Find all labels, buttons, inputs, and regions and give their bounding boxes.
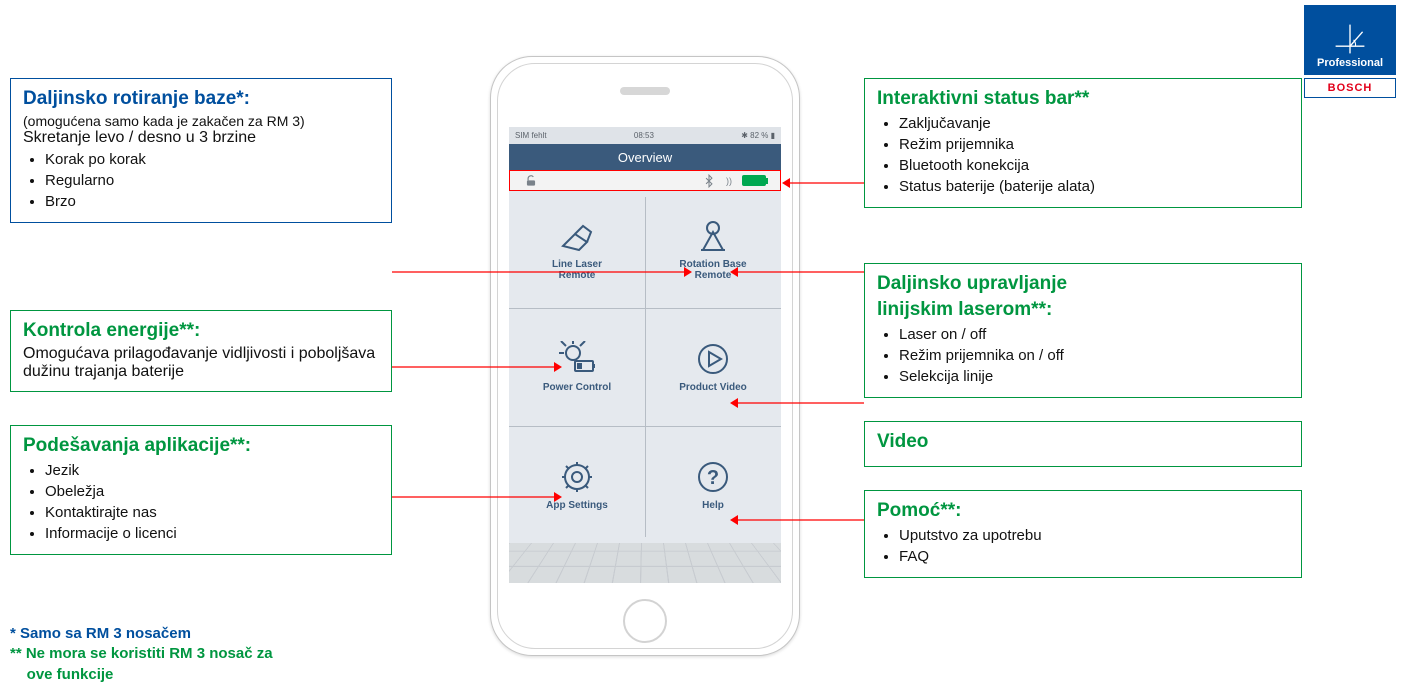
callout-rotation: Daljinsko rotiranje baze*: (omogućena sa…	[10, 78, 392, 223]
tile-app-settings[interactable]: App Settings	[509, 426, 645, 543]
rotation-base-icon	[693, 218, 733, 254]
svg-text:?: ?	[707, 467, 719, 489]
callout-remote-title1: Daljinsko upravljanje	[877, 272, 1289, 296]
status-right: ✱ 82 % ▮	[741, 131, 775, 140]
floor-pattern	[509, 543, 781, 583]
list-item: Informacije o licenci	[45, 523, 379, 544]
footnote-green-2: ove funkcije	[10, 665, 273, 685]
callout-settings: Podešavanja aplikacije**: Jezik Obeležja…	[10, 425, 392, 555]
app-toolbar[interactable]: ))	[509, 170, 781, 191]
angle-icon	[1332, 21, 1368, 57]
tile-label: Help	[702, 500, 724, 512]
app-grid: Line LaserRemote Rotation BaseRemote	[509, 191, 781, 543]
phone-speaker	[620, 87, 670, 95]
list-item: Jezik	[45, 460, 379, 481]
tile-power-control[interactable]: Power Control	[509, 308, 645, 425]
line-laser-icon	[557, 218, 597, 254]
callout-remote: Daljinsko upravljanje linijskim laserom*…	[864, 263, 1302, 398]
callout-energy: Kontrola energije**: Omogućava prilagođa…	[10, 310, 392, 392]
callout-video-title: Video	[877, 430, 1289, 454]
app-header: Overview	[509, 144, 781, 170]
list-item: Bluetooth konekcija	[899, 155, 1289, 176]
status-time: 08:53	[634, 131, 654, 140]
battery-icon[interactable]	[742, 175, 766, 186]
tile-rotation-base-remote[interactable]: Rotation BaseRemote	[645, 191, 781, 308]
app-header-title: Overview	[618, 150, 672, 165]
footnotes: * Samo sa RM 3 nosačem ** Ne mora se kor…	[10, 624, 273, 685]
bluetooth-icon[interactable]	[702, 174, 716, 188]
power-control-icon	[557, 341, 597, 377]
brand-logo: Professional BOSCH	[1304, 5, 1396, 98]
callout-statusbar: Interaktivni status bar** Zaključavanje …	[864, 78, 1302, 208]
status-left: SIM fehlt	[515, 131, 547, 140]
help-icon: ?	[693, 459, 733, 495]
callout-rotation-subnote: (omogućena samo kada je zakačen za RM 3)	[23, 113, 379, 129]
callout-video: Video	[864, 421, 1302, 467]
list-item: Zaključavanje	[899, 113, 1289, 134]
callout-energy-title: Kontrola energije**:	[23, 319, 379, 343]
tile-help[interactable]: ? Help	[645, 426, 781, 543]
logo-top-label: Professional	[1317, 57, 1383, 69]
callout-settings-title: Podešavanja aplikacije**:	[23, 434, 379, 458]
list-item: Selekcija linije	[899, 366, 1289, 387]
play-icon	[693, 341, 733, 377]
phone-screen: SIM fehlt 08:53 ✱ 82 % ▮ Overview ))	[509, 127, 781, 583]
list-item: Režim prijemnika	[899, 134, 1289, 155]
gear-icon	[557, 459, 597, 495]
callout-remote-title2: linijskim laserom**:	[877, 298, 1289, 322]
list-item: Status baterije (baterije alata)	[899, 176, 1289, 197]
tile-line-laser-remote[interactable]: Line LaserRemote	[509, 191, 645, 308]
list-item: Korak po korak	[45, 149, 379, 170]
list-item: Uputstvo za upotrebu	[899, 525, 1289, 546]
tile-label: Power Control	[543, 382, 611, 394]
list-item: Regularno	[45, 170, 379, 191]
tile-label: Line LaserRemote	[552, 259, 602, 282]
list-item: Kontaktirajte nas	[45, 502, 379, 523]
list-item: Obeležja	[45, 481, 379, 502]
footnote-green-1: ** Ne mora se koristiti RM 3 nosač za	[10, 644, 273, 664]
list-item: Režim prijemnika on / off	[899, 345, 1289, 366]
tile-product-video[interactable]: Product Video	[645, 308, 781, 425]
callout-energy-body: Omogućava prilagođavanje vidljivosti i p…	[23, 345, 379, 381]
callout-statusbar-title: Interaktivni status bar**	[877, 87, 1289, 111]
tile-label: App Settings	[546, 500, 608, 512]
lock-icon[interactable]	[524, 174, 538, 188]
phone-mockup: SIM fehlt 08:53 ✱ 82 % ▮ Overview ))	[490, 56, 800, 656]
list-item: FAQ	[899, 546, 1289, 567]
callout-help: Pomoć**: Uputstvo za upotrebu FAQ	[864, 490, 1302, 578]
callout-rotation-subtitle: Skretanje levo / desno u 3 brzine	[23, 129, 379, 147]
ios-statusbar: SIM fehlt 08:53 ✱ 82 % ▮	[509, 127, 781, 144]
callout-rotation-title: Daljinsko rotiranje baze*:	[23, 87, 379, 111]
list-item: Laser on / off	[899, 324, 1289, 345]
list-item: Brzo	[45, 191, 379, 212]
tile-label: Rotation BaseRemote	[679, 259, 746, 282]
tile-label: Product Video	[679, 382, 747, 394]
logo-bottom-label: BOSCH	[1304, 78, 1396, 98]
callout-help-title: Pomoć**:	[877, 499, 1289, 523]
footnote-blue: * Samo sa RM 3 nosačem	[10, 624, 273, 644]
home-button[interactable]	[623, 599, 667, 643]
